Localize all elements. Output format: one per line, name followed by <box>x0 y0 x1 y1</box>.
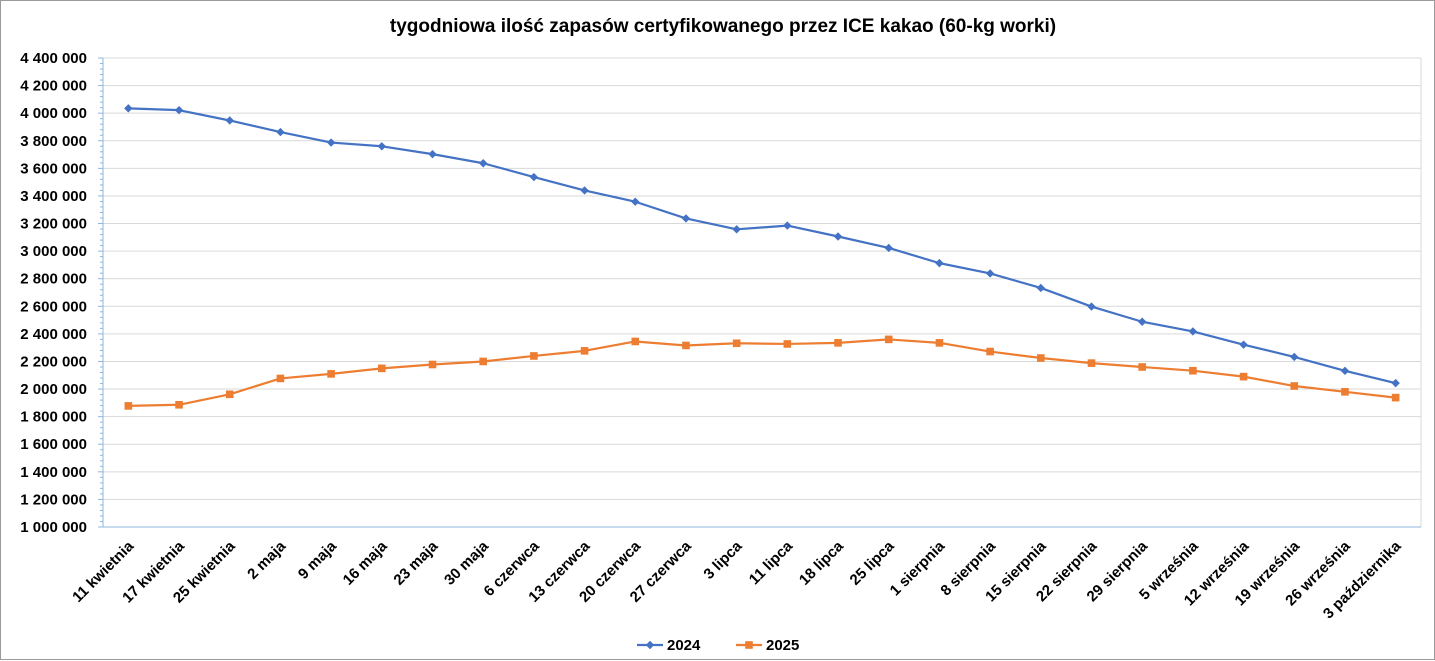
data-point-2025 <box>1037 354 1045 362</box>
gridlines <box>103 57 1422 528</box>
data-point-2025 <box>682 341 690 350</box>
data-point-2025 <box>631 337 640 346</box>
y-tick-label: 3 800 000 <box>20 133 87 150</box>
y-tick-label: 3 000 000 <box>20 243 87 260</box>
data-point-2024 <box>1188 327 1198 336</box>
legend-marker <box>645 640 655 650</box>
x-tick-label: 3 lipca <box>700 537 746 583</box>
y-tick-label: 1 400 000 <box>20 464 87 481</box>
y-tick-label: 3 200 000 <box>20 216 87 233</box>
series-2024 <box>124 104 1400 388</box>
y-tick-label: 3 400 000 <box>20 188 87 205</box>
data-point-2024 <box>732 225 741 234</box>
data-point-2024 <box>1239 340 1248 349</box>
series-line-2024 <box>128 107 1396 385</box>
data-point-2024 <box>529 172 539 182</box>
data-point-2025 <box>935 339 944 347</box>
legend-label: 2024 <box>667 637 701 654</box>
y-tick-label: 2 200 000 <box>20 353 87 370</box>
series-2025 <box>124 335 1400 410</box>
x-tick-label: 2 maja <box>244 537 290 583</box>
y-tick-label: 2 400 000 <box>20 326 87 343</box>
data-point-2024 <box>1340 366 1350 376</box>
data-point-2025 <box>1341 388 1349 396</box>
data-point-2025 <box>479 357 487 366</box>
data-point-2024 <box>124 104 133 113</box>
data-point-2024 <box>985 269 995 278</box>
data-point-2025 <box>225 390 234 399</box>
legend-item-2025: 2025 <box>736 637 799 654</box>
data-point-2024 <box>884 243 893 253</box>
data-point-2025 <box>1087 359 1096 367</box>
data-point-2025 <box>1138 363 1146 371</box>
legend-item-2024: 2024 <box>637 637 701 654</box>
data-point-2024 <box>833 232 843 241</box>
y-axis-tick-labels: 4 400 000 4 200 000 4 000 000 3 800 000 3 60… <box>20 50 87 536</box>
y-tick-label: 4 000 000 <box>20 105 87 122</box>
data-point-2024 <box>631 197 640 206</box>
data-point-2024 <box>174 105 184 115</box>
y-tick-label: 4 200 000 <box>20 78 87 95</box>
data-point-2024 <box>1391 378 1400 388</box>
data-point-2025 <box>1239 372 1248 381</box>
data-point-2025 <box>732 339 741 348</box>
chart-title: tygodniowa ilość zapasów certyfikowanego… <box>390 16 1056 37</box>
legend-label: 2025 <box>766 637 799 654</box>
y-tick-label: 4 400 000 <box>20 50 87 67</box>
data-point-2024 <box>428 149 437 159</box>
data-point-2025 <box>1189 366 1197 375</box>
legend-marker <box>745 641 753 649</box>
series-lines <box>124 104 1400 410</box>
axes <box>98 57 1421 528</box>
data-point-2024 <box>478 159 488 168</box>
data-point-2024 <box>681 214 691 223</box>
data-point-2025 <box>175 400 183 409</box>
data-point-2025 <box>276 374 285 383</box>
y-tick-label: 1 200 000 <box>20 491 87 508</box>
data-point-2024 <box>935 258 944 268</box>
x-tick-label: 18 lipca <box>796 537 847 588</box>
data-point-2025 <box>834 339 842 347</box>
data-point-2024 <box>276 127 285 137</box>
y-tick-label: 2 000 000 <box>20 381 87 398</box>
data-point-2024 <box>1137 317 1147 326</box>
y-tick-label: 2 800 000 <box>20 271 87 288</box>
data-point-2024 <box>326 138 336 147</box>
data-point-2025 <box>884 335 893 344</box>
x-tick-label: 30 maja <box>441 537 492 588</box>
data-point-2024 <box>1087 302 1096 311</box>
y-tick-label: 2 600 000 <box>20 298 87 315</box>
data-point-2024 <box>1290 352 1299 362</box>
y-tick-label: 3 600 000 <box>20 160 87 177</box>
data-point-2024 <box>1036 283 1046 293</box>
x-tick-label: 16 maja <box>340 537 391 588</box>
x-tick-label: 23 maja <box>390 537 441 588</box>
series-line-2025 <box>128 338 1396 407</box>
data-point-2024 <box>225 116 234 125</box>
data-point-2025 <box>1290 382 1299 390</box>
y-tick-label: 1 800 000 <box>20 409 87 426</box>
data-point-2025 <box>530 352 538 360</box>
x-tick-label: 9 maja <box>295 537 341 583</box>
data-point-2024 <box>783 221 792 230</box>
data-point-2025 <box>378 364 386 373</box>
x-tick-label: 11 lipca <box>746 537 797 588</box>
y-tick-label: 1 000 000 <box>20 519 87 536</box>
data-point-2025 <box>327 370 335 378</box>
data-point-2025 <box>580 347 589 355</box>
data-point-2024 <box>377 142 387 151</box>
data-point-2024 <box>580 186 589 195</box>
x-tick-label: 25 lipca <box>847 537 898 588</box>
legend: 2024 2025 <box>637 637 799 654</box>
data-point-2025 <box>124 402 133 410</box>
y-tick-label: 1 600 000 <box>20 436 87 453</box>
data-point-2025 <box>783 340 792 348</box>
data-point-2025 <box>428 360 437 369</box>
data-point-2025 <box>1391 393 1400 402</box>
data-point-2025 <box>986 347 994 356</box>
